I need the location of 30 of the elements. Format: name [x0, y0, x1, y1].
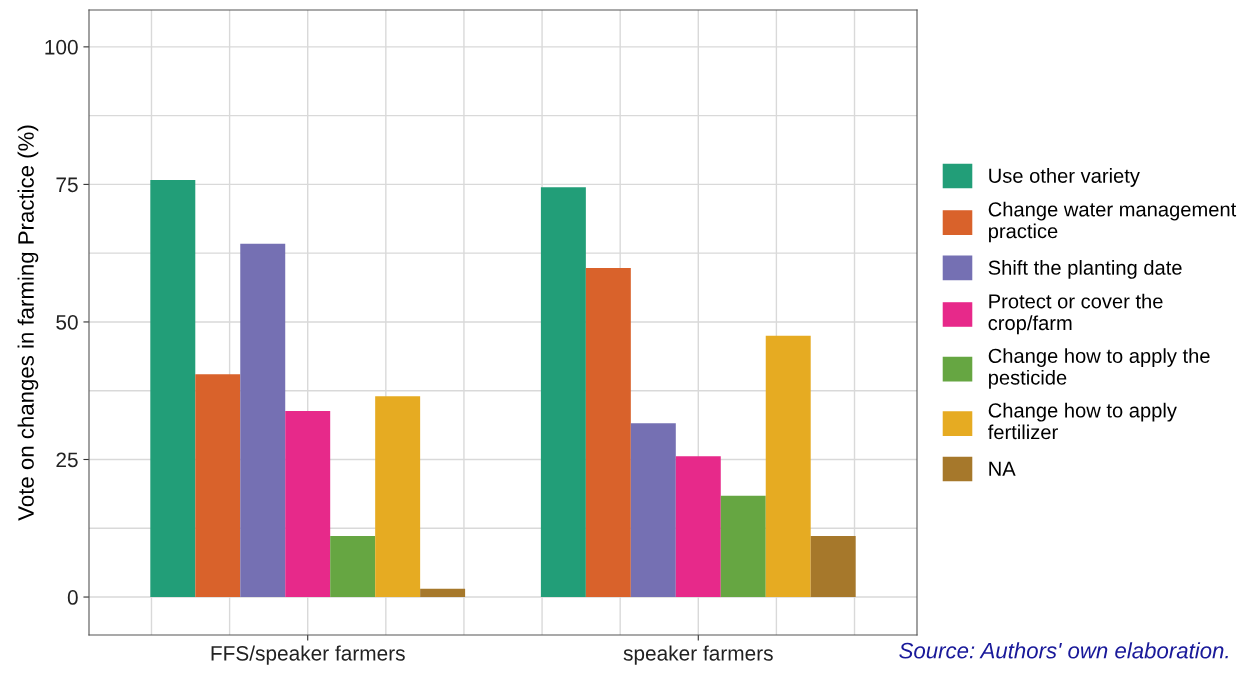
- y-tick-label: 0: [67, 590, 78, 605]
- source-note: Source: Authors' own elaboration.: [899, 642, 1228, 659]
- bar: [195, 374, 241, 598]
- bar: [285, 411, 331, 598]
- x-tick-label: FFS/speaker farmers: [211, 645, 405, 665]
- legend-label: Protect or cover the crop/farm: [988, 293, 1163, 335]
- bar: [540, 187, 586, 598]
- bar: [150, 180, 196, 598]
- y-tick-label: 25: [56, 452, 78, 468]
- legend-label: Change how to apply the pesticide: [988, 348, 1210, 389]
- legend-label: Change how to apply fertilizer: [988, 402, 1177, 440]
- legend-label: Shift the planting date: [988, 260, 1182, 279]
- y-axis-title: Vote on changes in farming Practice (%): [17, 125, 39, 521]
- y-tick-label: 100: [45, 39, 78, 55]
- bar: [810, 535, 856, 598]
- bar: [240, 243, 286, 598]
- y-tick-label: 50: [56, 314, 78, 330]
- bar: [420, 588, 466, 598]
- bar: [585, 268, 631, 598]
- y-tick-label: 75: [56, 177, 78, 193]
- bar: [720, 495, 766, 598]
- legend-label: Use other variety: [989, 168, 1140, 187]
- bar: [375, 396, 421, 598]
- bar: [630, 423, 676, 598]
- bar: [765, 335, 811, 598]
- legend-label: NA: [989, 461, 1016, 476]
- bar: [675, 456, 721, 598]
- legend-label: Change water management practice: [988, 201, 1237, 243]
- x-tick-label: speaker farmers: [623, 645, 773, 665]
- bar: [330, 535, 376, 598]
